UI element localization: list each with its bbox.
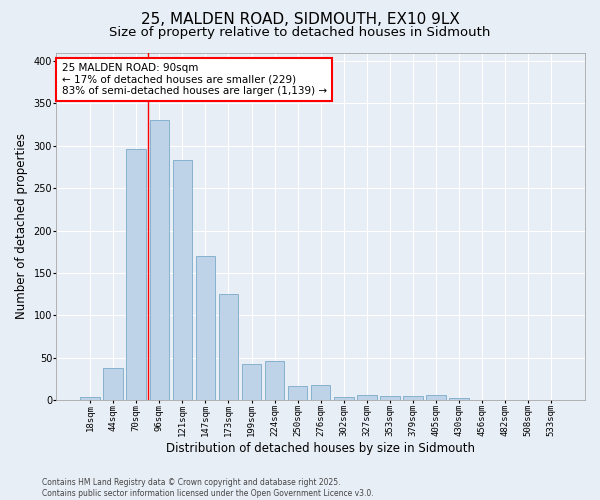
Bar <box>149 120 169 400</box>
Bar <box>103 368 123 400</box>
Bar <box>127 149 146 400</box>
Bar <box>173 160 192 400</box>
Y-axis label: Number of detached properties: Number of detached properties <box>15 134 28 320</box>
Bar <box>403 396 422 400</box>
Text: Contains HM Land Registry data © Crown copyright and database right 2025.
Contai: Contains HM Land Registry data © Crown c… <box>42 478 374 498</box>
Bar <box>80 398 100 400</box>
Bar <box>288 386 307 400</box>
Bar <box>334 396 353 400</box>
Bar <box>265 361 284 400</box>
Bar <box>196 256 215 400</box>
Bar <box>380 396 400 400</box>
Bar <box>357 395 377 400</box>
Text: 25, MALDEN ROAD, SIDMOUTH, EX10 9LX: 25, MALDEN ROAD, SIDMOUTH, EX10 9LX <box>140 12 460 28</box>
Bar <box>426 395 446 400</box>
Text: Size of property relative to detached houses in Sidmouth: Size of property relative to detached ho… <box>109 26 491 39</box>
Bar <box>218 294 238 400</box>
Bar <box>449 398 469 400</box>
Text: 25 MALDEN ROAD: 90sqm
← 17% of detached houses are smaller (229)
83% of semi-det: 25 MALDEN ROAD: 90sqm ← 17% of detached … <box>62 63 327 96</box>
Bar <box>311 385 331 400</box>
Bar <box>242 364 262 400</box>
X-axis label: Distribution of detached houses by size in Sidmouth: Distribution of detached houses by size … <box>166 442 475 455</box>
